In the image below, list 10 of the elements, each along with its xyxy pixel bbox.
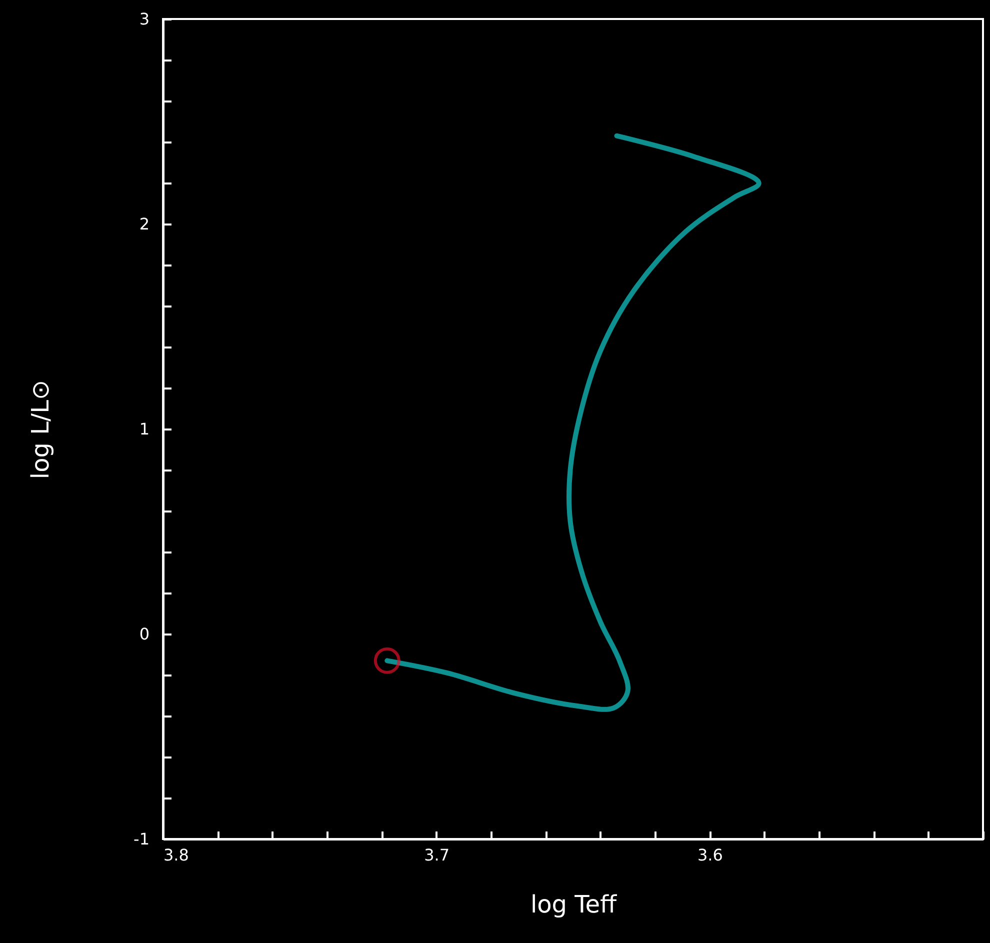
- x-tick-label: 3.6: [697, 846, 723, 864]
- y-tick-label: -1: [134, 830, 150, 848]
- y-tick-label: 0: [139, 624, 150, 644]
- x-axis-title: log Teff: [530, 890, 618, 918]
- y-axis-title: log L/L⊙: [26, 380, 55, 480]
- x-tick-label: 3.7: [424, 846, 450, 864]
- y-tick-label: 3: [139, 10, 150, 28]
- y-tick-label: 1: [139, 420, 150, 438]
- y-tick-label: 2: [139, 214, 150, 234]
- x-tick-label: 3.8: [164, 846, 189, 864]
